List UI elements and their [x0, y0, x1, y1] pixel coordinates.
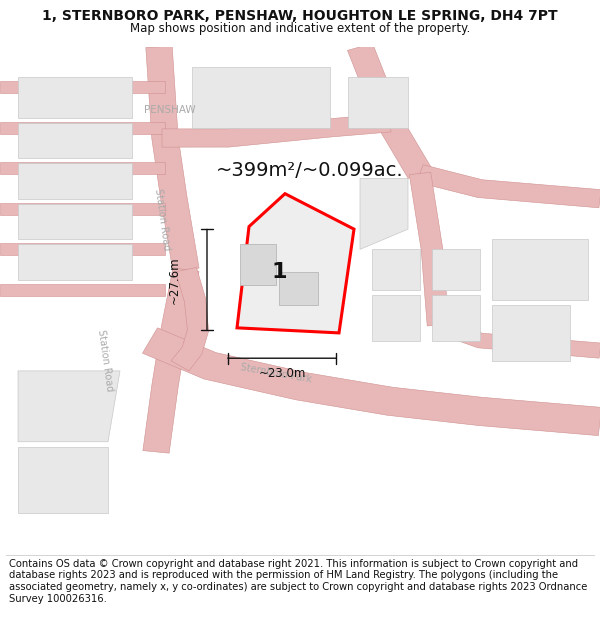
Text: ~27.6m: ~27.6m: [167, 256, 181, 304]
Polygon shape: [240, 244, 276, 285]
Polygon shape: [417, 165, 600, 208]
Polygon shape: [143, 268, 199, 453]
Polygon shape: [18, 122, 132, 158]
Polygon shape: [171, 268, 209, 371]
Polygon shape: [18, 78, 132, 118]
Polygon shape: [162, 114, 391, 147]
Polygon shape: [0, 243, 165, 256]
Text: Station Road: Station Road: [153, 188, 171, 251]
Polygon shape: [372, 295, 420, 341]
Polygon shape: [237, 194, 354, 333]
Polygon shape: [348, 78, 408, 128]
Text: Sternboro Park: Sternboro Park: [239, 362, 313, 384]
Polygon shape: [492, 239, 588, 300]
Polygon shape: [0, 284, 165, 296]
Polygon shape: [142, 328, 600, 436]
Polygon shape: [0, 202, 165, 215]
Text: ~23.0m: ~23.0m: [259, 367, 305, 380]
Text: 1: 1: [271, 262, 287, 282]
Polygon shape: [432, 249, 480, 290]
Text: 1, STERNBORO PARK, PENSHAW, HOUGHTON LE SPRING, DH4 7PT: 1, STERNBORO PARK, PENSHAW, HOUGHTON LE …: [42, 9, 558, 23]
Polygon shape: [18, 447, 108, 512]
Polygon shape: [146, 46, 199, 271]
Polygon shape: [347, 43, 432, 178]
Polygon shape: [492, 305, 570, 361]
Text: Contains OS data © Crown copyright and database right 2021. This information is : Contains OS data © Crown copyright and d…: [9, 559, 587, 604]
Polygon shape: [18, 163, 132, 199]
Polygon shape: [18, 244, 132, 280]
Polygon shape: [372, 249, 420, 290]
Text: PENSHAW: PENSHAW: [144, 105, 196, 115]
Polygon shape: [409, 173, 449, 326]
Polygon shape: [434, 318, 600, 358]
Polygon shape: [279, 272, 318, 305]
Polygon shape: [0, 122, 165, 134]
Polygon shape: [360, 179, 408, 249]
Polygon shape: [192, 67, 330, 128]
Polygon shape: [18, 371, 120, 442]
Polygon shape: [18, 204, 132, 239]
Polygon shape: [0, 81, 165, 94]
Polygon shape: [432, 295, 480, 341]
Text: Map shows position and indicative extent of the property.: Map shows position and indicative extent…: [130, 22, 470, 35]
Polygon shape: [0, 162, 165, 174]
Text: Station Road: Station Road: [96, 329, 114, 392]
Text: ~399m²/~0.099ac.: ~399m²/~0.099ac.: [216, 161, 404, 181]
